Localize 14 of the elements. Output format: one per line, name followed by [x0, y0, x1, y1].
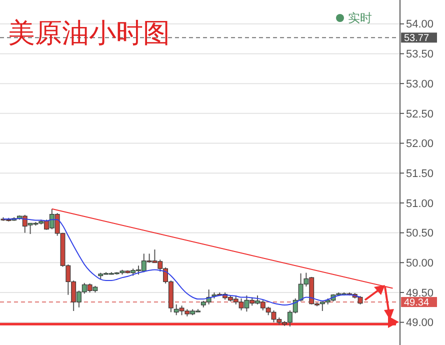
- y-tick-label: 53.00: [406, 78, 434, 90]
- y-tick-label: 53.50: [406, 48, 434, 61]
- ref-line-label: 53.77: [404, 33, 430, 44]
- ref-line-label: 49.34: [404, 298, 430, 309]
- y-tick-label: 54.00: [406, 18, 434, 31]
- y-tick-label: 51.50: [406, 168, 434, 180]
- y-tick-label: 50.50: [406, 228, 434, 240]
- y-tick-label: 49.00: [406, 317, 434, 330]
- y-tick-label: 50.00: [406, 257, 434, 270]
- y-tick-label: 51.00: [406, 198, 434, 210]
- y-tick-label: 52.00: [406, 138, 434, 150]
- y-tick-label: 52.50: [406, 108, 434, 120]
- legend-label: 实时: [348, 11, 372, 26]
- y-tick-label: 49.50: [406, 287, 434, 300]
